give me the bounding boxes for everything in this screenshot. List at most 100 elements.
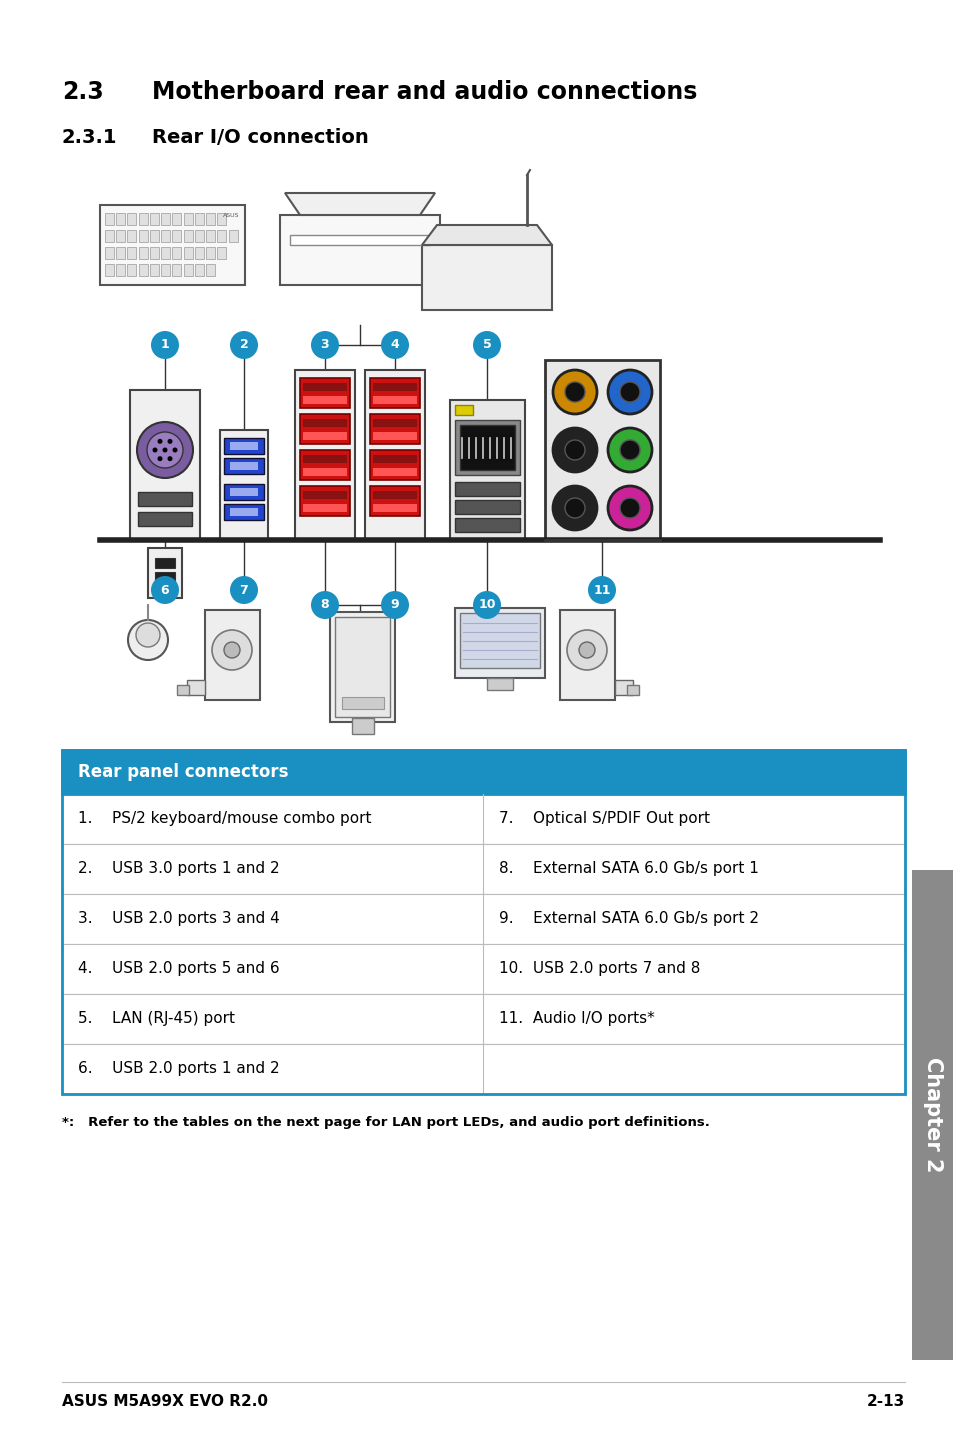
FancyBboxPatch shape: [373, 454, 416, 463]
FancyBboxPatch shape: [303, 503, 347, 512]
Circle shape: [172, 447, 177, 453]
Circle shape: [473, 591, 500, 618]
Text: 1: 1: [160, 338, 170, 351]
Circle shape: [607, 429, 651, 472]
FancyBboxPatch shape: [194, 230, 204, 242]
FancyBboxPatch shape: [224, 503, 264, 521]
FancyBboxPatch shape: [559, 610, 615, 700]
Text: 2.3.1: 2.3.1: [62, 128, 117, 147]
Polygon shape: [285, 193, 435, 216]
Circle shape: [157, 456, 162, 462]
FancyBboxPatch shape: [150, 247, 159, 259]
FancyBboxPatch shape: [455, 608, 544, 677]
FancyBboxPatch shape: [455, 406, 473, 416]
FancyBboxPatch shape: [335, 617, 390, 718]
Circle shape: [128, 620, 168, 660]
FancyBboxPatch shape: [138, 512, 192, 526]
Circle shape: [619, 498, 639, 518]
Text: *:   Refer to the tables on the next page for LAN port LEDs, and audio port defi: *: Refer to the tables on the next page …: [62, 1116, 709, 1129]
FancyBboxPatch shape: [455, 420, 519, 475]
Text: 11.  Audio I/O ports*: 11. Audio I/O ports*: [499, 1011, 655, 1027]
FancyBboxPatch shape: [224, 457, 264, 475]
Circle shape: [578, 641, 595, 659]
FancyBboxPatch shape: [172, 247, 181, 259]
Circle shape: [380, 331, 409, 360]
FancyBboxPatch shape: [62, 1044, 904, 1094]
FancyBboxPatch shape: [217, 247, 226, 259]
FancyBboxPatch shape: [116, 213, 125, 224]
Text: 11: 11: [593, 584, 610, 597]
FancyBboxPatch shape: [230, 441, 257, 450]
Circle shape: [162, 447, 168, 453]
Text: Rear I/O connection: Rear I/O connection: [152, 128, 369, 147]
Text: ASUS M5A99X EVO R2.0: ASUS M5A99X EVO R2.0: [62, 1395, 268, 1409]
FancyBboxPatch shape: [352, 718, 374, 733]
Text: Motherboard rear and audio connections: Motherboard rear and audio connections: [152, 81, 697, 104]
Text: Chapter 2: Chapter 2: [923, 1057, 942, 1173]
FancyBboxPatch shape: [62, 844, 904, 894]
FancyBboxPatch shape: [187, 680, 205, 695]
FancyBboxPatch shape: [161, 213, 170, 224]
FancyBboxPatch shape: [911, 870, 953, 1360]
Circle shape: [587, 577, 616, 604]
Circle shape: [151, 331, 179, 360]
Circle shape: [564, 383, 584, 403]
Text: 3.    USB 2.0 ports 3 and 4: 3. USB 2.0 ports 3 and 4: [78, 912, 279, 926]
Text: 5.    LAN (RJ-45) port: 5. LAN (RJ-45) port: [78, 1011, 234, 1027]
FancyBboxPatch shape: [421, 244, 552, 311]
FancyBboxPatch shape: [206, 247, 215, 259]
FancyBboxPatch shape: [161, 247, 170, 259]
FancyBboxPatch shape: [303, 490, 347, 499]
FancyBboxPatch shape: [62, 994, 904, 1044]
Text: 3: 3: [320, 338, 329, 351]
FancyBboxPatch shape: [455, 518, 519, 532]
FancyBboxPatch shape: [172, 213, 181, 224]
FancyBboxPatch shape: [365, 370, 424, 541]
FancyBboxPatch shape: [206, 230, 215, 242]
Text: 10.  USB 2.0 ports 7 and 8: 10. USB 2.0 ports 7 and 8: [499, 962, 700, 976]
FancyBboxPatch shape: [184, 247, 193, 259]
Text: 7.    Optical S/PDIF Out port: 7. Optical S/PDIF Out port: [499, 811, 710, 827]
FancyBboxPatch shape: [229, 230, 237, 242]
Text: 1.    PS/2 keyboard/mouse combo port: 1. PS/2 keyboard/mouse combo port: [78, 811, 371, 827]
FancyBboxPatch shape: [459, 426, 515, 470]
FancyBboxPatch shape: [130, 390, 200, 541]
Circle shape: [311, 591, 338, 618]
FancyBboxPatch shape: [373, 490, 416, 499]
FancyBboxPatch shape: [62, 943, 904, 994]
FancyBboxPatch shape: [161, 230, 170, 242]
FancyBboxPatch shape: [370, 378, 419, 408]
Circle shape: [607, 486, 651, 531]
FancyBboxPatch shape: [150, 213, 159, 224]
Text: 4.    USB 2.0 ports 5 and 6: 4. USB 2.0 ports 5 and 6: [78, 962, 279, 976]
Text: 9: 9: [391, 598, 399, 611]
Circle shape: [564, 440, 584, 460]
FancyBboxPatch shape: [154, 558, 174, 568]
FancyBboxPatch shape: [303, 383, 347, 391]
Circle shape: [566, 630, 606, 670]
FancyBboxPatch shape: [370, 486, 419, 516]
FancyBboxPatch shape: [116, 265, 125, 276]
FancyBboxPatch shape: [194, 265, 204, 276]
FancyBboxPatch shape: [184, 230, 193, 242]
Text: Rear panel connectors: Rear panel connectors: [78, 764, 288, 781]
Text: 8: 8: [320, 598, 329, 611]
FancyBboxPatch shape: [138, 247, 148, 259]
Text: 4: 4: [390, 338, 399, 351]
FancyBboxPatch shape: [373, 503, 416, 512]
FancyBboxPatch shape: [138, 213, 148, 224]
FancyBboxPatch shape: [105, 247, 113, 259]
FancyBboxPatch shape: [150, 230, 159, 242]
Text: 7: 7: [239, 584, 248, 597]
FancyBboxPatch shape: [217, 230, 226, 242]
FancyBboxPatch shape: [220, 430, 268, 541]
FancyBboxPatch shape: [294, 370, 355, 541]
Text: 9.    External SATA 6.0 Gb/s port 2: 9. External SATA 6.0 Gb/s port 2: [499, 912, 759, 926]
Circle shape: [151, 577, 179, 604]
FancyBboxPatch shape: [172, 265, 181, 276]
Text: 2-13: 2-13: [866, 1395, 904, 1409]
Text: 2: 2: [239, 338, 248, 351]
Text: ASUS: ASUS: [223, 213, 239, 219]
FancyBboxPatch shape: [486, 677, 513, 690]
FancyBboxPatch shape: [194, 247, 204, 259]
